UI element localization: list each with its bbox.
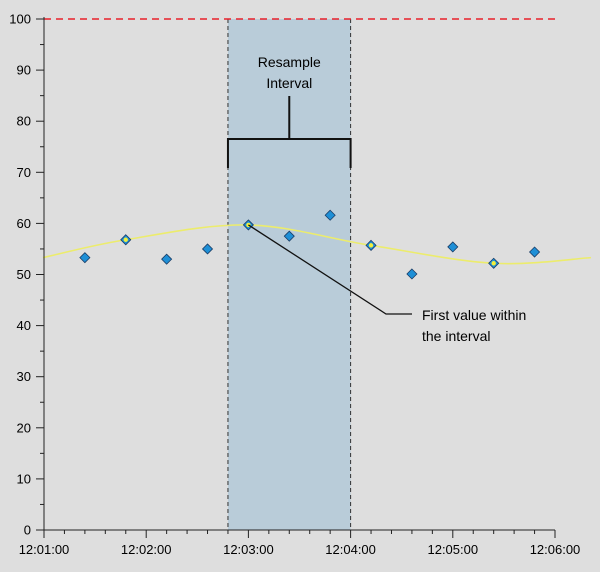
y-tick-label: 20: [17, 420, 31, 435]
data-point: [161, 253, 173, 265]
callout-line1: First value within: [422, 307, 526, 323]
data-point: [528, 246, 541, 258]
first-value-marker: [491, 261, 496, 266]
y-tick-label: 40: [17, 318, 31, 333]
y-tick-label: 60: [17, 216, 31, 231]
x-tick-label: 12:05:00: [427, 542, 478, 557]
interval-label-line2: Interval: [266, 75, 312, 91]
callout-line2: the interval: [422, 328, 490, 344]
x-tick-label: 12:06:00: [530, 542, 581, 557]
data-point: [79, 252, 91, 264]
x-tick-label: 12:02:00: [121, 542, 172, 557]
x-tick-label: 12:01:00: [19, 542, 70, 557]
x-tick-label: 12:04:00: [325, 542, 376, 557]
y-tick-label: 80: [17, 114, 31, 129]
resample-interval-band: [227, 19, 351, 530]
data-point: [447, 241, 459, 253]
y-tick-label: 0: [24, 523, 31, 538]
interval-bracket: [226, 96, 352, 168]
y-tick-label: 90: [17, 63, 31, 78]
x-tick-label: 12:03:00: [223, 542, 274, 557]
y-tick-label: 70: [17, 165, 31, 180]
y-tick-label: 50: [17, 267, 31, 282]
y-tick-label: 100: [9, 12, 31, 27]
y-tick-label: 10: [17, 471, 31, 486]
data-point: [283, 230, 295, 242]
first-value-marker: [368, 243, 374, 248]
first-value-marker: [123, 237, 128, 242]
interval-label-line1: Resample: [258, 54, 321, 70]
data-point: [324, 209, 336, 221]
callout-pointer: [248, 224, 412, 315]
y-tick-label: 30: [17, 369, 31, 384]
data-point: [406, 268, 418, 280]
data-point: [201, 243, 214, 255]
